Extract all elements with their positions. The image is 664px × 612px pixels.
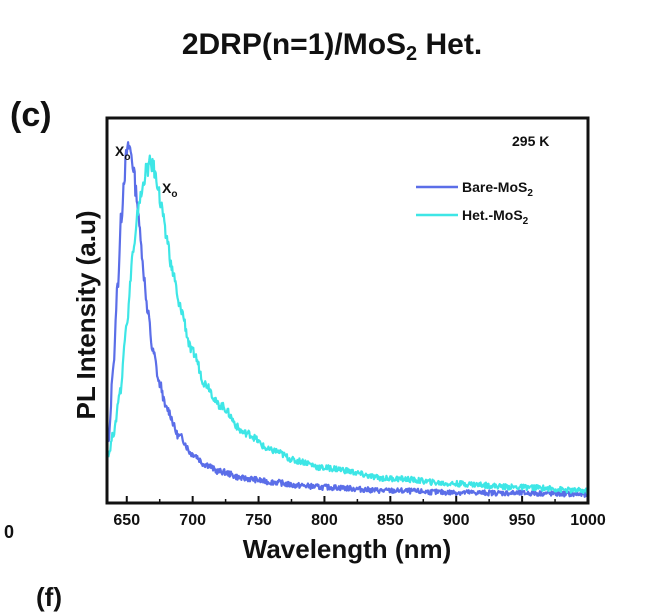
legend-label-0: Bare-MoS2 bbox=[462, 179, 533, 199]
series-layer bbox=[107, 141, 590, 498]
peak-annotation-1: Xo bbox=[162, 180, 177, 200]
x-tick-label-7: 1000 bbox=[570, 512, 606, 529]
legend: Bare-MoS2 Het.-MoS2 bbox=[416, 179, 533, 227]
x-tick-label-5: 900 bbox=[443, 512, 470, 529]
plot-frame bbox=[105, 116, 590, 505]
stray-left-digit: 0 bbox=[4, 522, 15, 542]
x-tick-label-6: 950 bbox=[509, 512, 536, 529]
y-axis-label: PL Intensity (a.u) bbox=[71, 211, 101, 420]
x-tick-label-1: 700 bbox=[179, 512, 206, 529]
chart-title: 2DRP(n=1)/MoS2 Het. bbox=[181, 28, 483, 65]
x-axis-label: Wavelength (nm) bbox=[243, 534, 451, 564]
x-tick-label-2: 750 bbox=[245, 512, 272, 529]
x-tick-label-0: 650 bbox=[113, 512, 140, 529]
temperature-label: 295 K bbox=[512, 133, 549, 149]
series-line-1 bbox=[107, 154, 590, 495]
panel-label: (c) bbox=[10, 96, 52, 134]
series-line-0 bbox=[107, 141, 589, 498]
legend-label-1: Het.-MoS2 bbox=[462, 207, 529, 227]
pl-spectrum-chart: 650 700 750 800 850 900 950 1000 Wavelength (nm… bbox=[71, 116, 606, 564]
x-tick-label-3: 800 bbox=[311, 512, 338, 529]
x-tick-label-4: 850 bbox=[377, 512, 404, 529]
tick-layer: 650 700 750 800 850 900 950 1000 bbox=[113, 496, 606, 529]
